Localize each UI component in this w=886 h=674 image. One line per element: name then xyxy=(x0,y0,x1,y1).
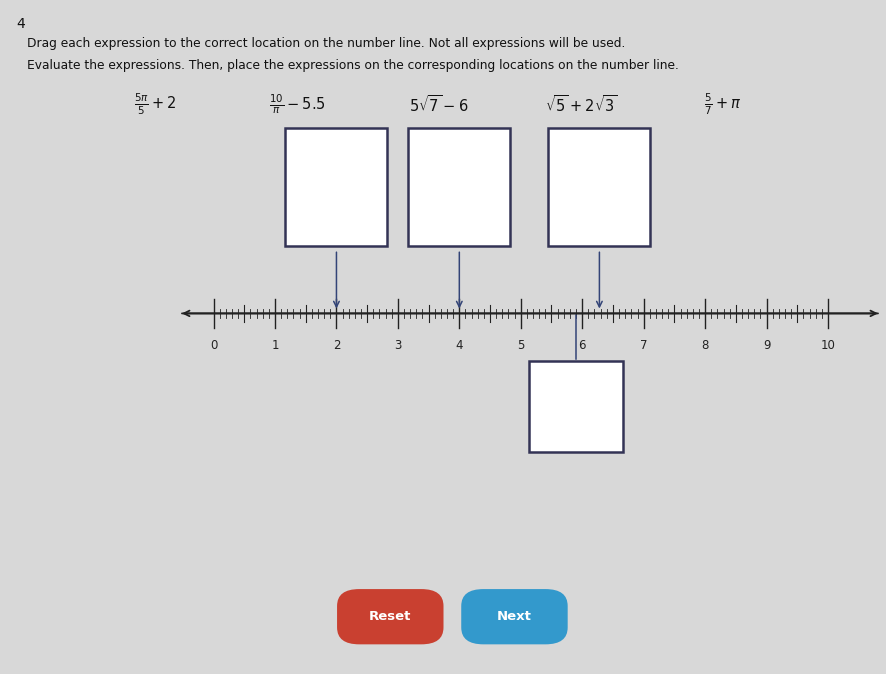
Text: $\frac{5\pi}{5} + 2$: $\frac{5\pi}{5} + 2$ xyxy=(134,92,176,117)
Text: 6: 6 xyxy=(578,339,586,352)
Text: $\frac{10}{\pi} - 5.5$: $\frac{10}{\pi} - 5.5$ xyxy=(268,93,325,116)
Bar xyxy=(548,128,649,246)
Bar xyxy=(529,361,622,452)
Text: Next: Next xyxy=(496,610,532,623)
Text: 8: 8 xyxy=(701,339,708,352)
Bar xyxy=(285,128,387,246)
Text: $5\sqrt{7} - 6$: $5\sqrt{7} - 6$ xyxy=(408,94,469,115)
FancyBboxPatch shape xyxy=(337,589,443,644)
Text: 1: 1 xyxy=(271,339,278,352)
Text: 4: 4 xyxy=(16,17,25,31)
Text: 10: 10 xyxy=(820,339,835,352)
Text: $\sqrt{5} + 2\sqrt{3}$: $\sqrt{5} + 2\sqrt{3}$ xyxy=(544,94,617,115)
Text: 4: 4 xyxy=(455,339,462,352)
Text: 3: 3 xyxy=(393,339,401,352)
Text: 7: 7 xyxy=(639,339,647,352)
Text: Drag each expression to the correct location on the number line. Not all express: Drag each expression to the correct loca… xyxy=(27,37,625,50)
Text: 5: 5 xyxy=(517,339,524,352)
Text: 2: 2 xyxy=(332,339,340,352)
Text: 9: 9 xyxy=(762,339,769,352)
Bar xyxy=(408,128,509,246)
Text: $\frac{5}{7} + \pi$: $\frac{5}{7} + \pi$ xyxy=(703,92,741,117)
FancyBboxPatch shape xyxy=(461,589,567,644)
Text: Evaluate the expressions. Then, place the expressions on the corresponding locat: Evaluate the expressions. Then, place th… xyxy=(27,59,678,72)
Text: Reset: Reset xyxy=(369,610,411,623)
Text: 0: 0 xyxy=(210,339,217,352)
